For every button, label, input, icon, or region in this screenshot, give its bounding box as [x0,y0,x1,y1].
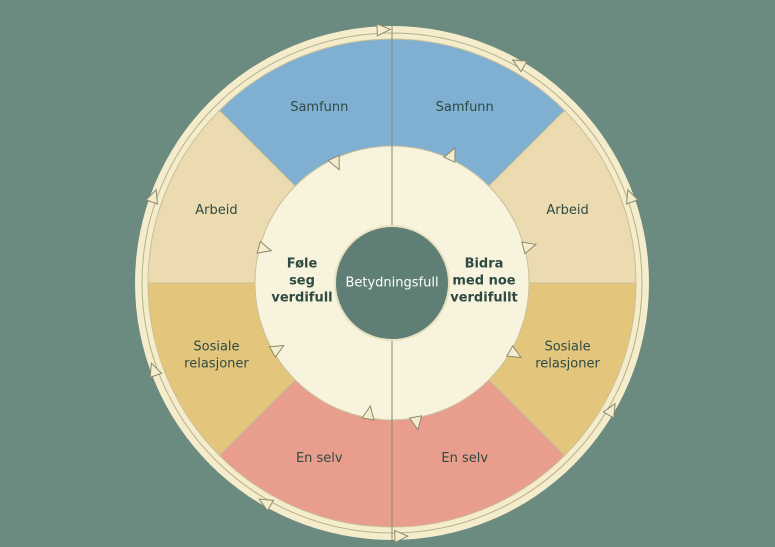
arrow [511,59,528,73]
sector-label: Samfunn [290,100,348,115]
left-label: seg [289,274,315,289]
sector-label: Arbeid [546,203,588,218]
center-label: Betydningsfull [345,276,438,291]
arrow [443,146,456,164]
arrow [505,344,523,359]
sector-label: En selv [441,451,488,466]
arrow [145,188,158,205]
arrow [626,188,639,205]
right-label: Bidra [465,257,504,272]
arrow [256,240,273,254]
core [334,225,450,341]
arrow [376,23,392,37]
sector-label: relasjoner [535,357,600,372]
arrow [149,362,163,379]
sector-label: Sosiale [193,340,239,355]
left-label: verdifull [271,291,332,306]
arrow [268,344,285,359]
arrow [408,415,423,431]
right-label: med noe [452,274,515,289]
sector-label: Samfunn [436,100,494,115]
arrow [361,404,375,421]
arrow [394,529,410,544]
arrow [327,154,340,171]
arrow [258,498,275,512]
sector-label: Sosiale [544,340,590,355]
sector-label: Arbeid [195,203,237,218]
sector-label: En selv [296,451,343,466]
right-label: verdifullt [450,291,518,306]
left-label: Føle [287,257,318,272]
sector-label: relasjoner [184,357,249,372]
arrow [602,402,616,419]
arrow [521,241,538,255]
